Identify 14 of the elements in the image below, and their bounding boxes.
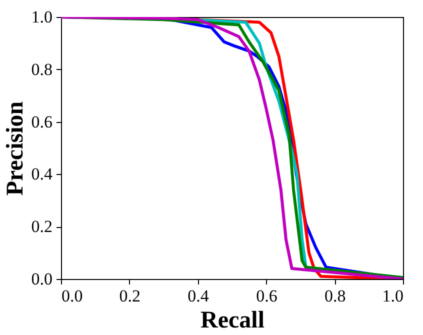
y-axis-title: Precision <box>2 101 28 196</box>
x-tick-label: 0.2 <box>119 286 141 306</box>
y-tick-label: 0.4 <box>31 164 53 184</box>
x-tick-label: 1.0 <box>382 286 404 306</box>
y-tick-label: 1.0 <box>31 8 52 26</box>
y-tick-label: 0.6 <box>31 112 52 132</box>
y-tick-label: 0.0 <box>31 270 52 288</box>
y-tick-label: 0.8 <box>31 60 52 79</box>
x-tick-label: 0.6 <box>256 286 278 306</box>
x-tick-label: 0.8 <box>324 286 346 306</box>
x-tick-label: 0.0 <box>62 286 83 306</box>
x-axis-title: Recall <box>200 308 265 334</box>
x-tick-label: 0.4 <box>188 286 210 306</box>
y-tick-label: 0.2 <box>31 217 52 236</box>
